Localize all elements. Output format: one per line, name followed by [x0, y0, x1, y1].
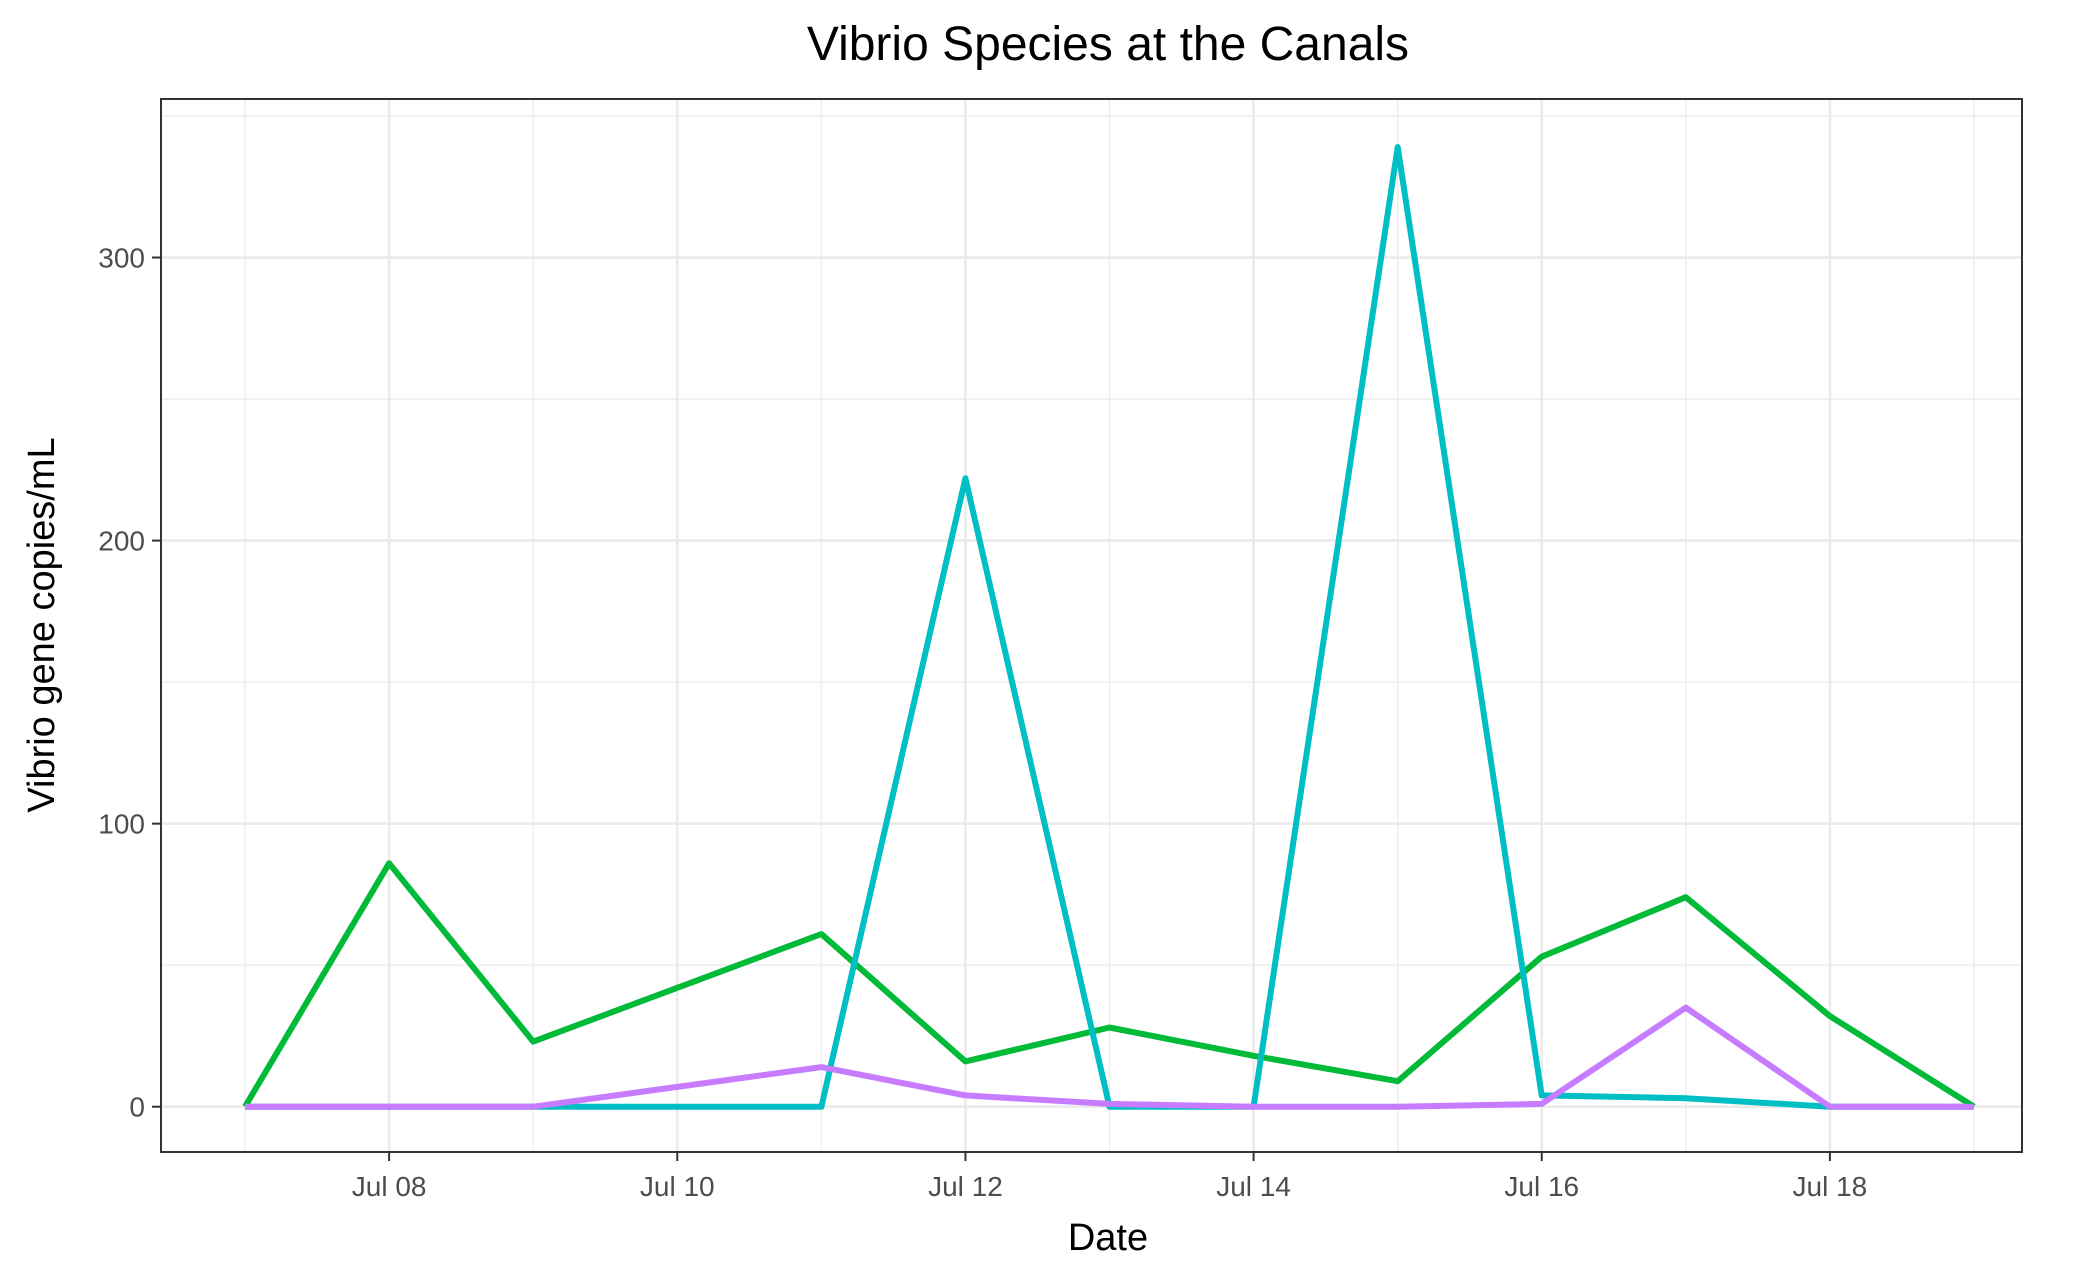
x-tick-label: Jul 12 — [928, 1171, 1003, 1202]
y-tick-label: 200 — [98, 526, 145, 557]
series-line-1 — [242, 860, 1976, 1110]
x-axis-title: Date — [1068, 1217, 1148, 1259]
x-axis-ticks: Jul 08 Jul 10 Jul 12 Jul 14 Jul 16 Jul 18 — [352, 1152, 1867, 1202]
plot-background — [161, 99, 2022, 1152]
plot-border — [160, 98, 2023, 1153]
x-tick-label: Jul 14 — [1216, 1171, 1291, 1202]
series-lines — [242, 144, 1976, 1110]
x-tick-label: Jul 08 — [352, 1171, 427, 1202]
series-line-3 — [245, 1004, 1974, 1110]
y-axis-title: Vibrio gene copies/mL — [21, 437, 63, 812]
grid-lines — [161, 99, 2022, 1152]
y-axis-ticks: 0 100 200 300 — [98, 243, 161, 1123]
x-tick-label: Jul 10 — [640, 1171, 715, 1202]
y-tick-label: 0 — [129, 1092, 145, 1123]
x-tick-label: Jul 18 — [1793, 1171, 1868, 1202]
y-tick-label: 100 — [98, 809, 145, 840]
y-tick-label: 300 — [98, 243, 145, 274]
chart-title: Vibrio Species at the Canals — [807, 18, 1409, 71]
x-tick-label: Jul 16 — [1504, 1171, 1579, 1202]
